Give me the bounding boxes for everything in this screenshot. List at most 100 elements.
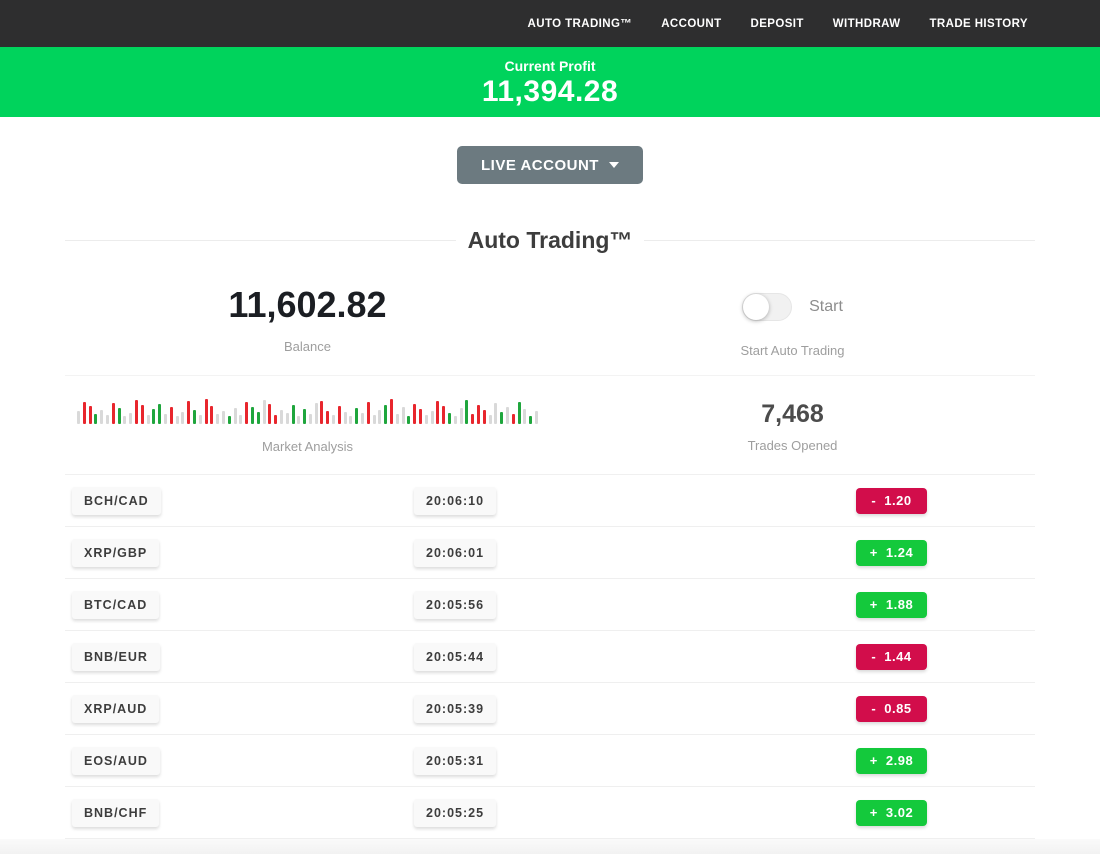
- candlestick-bar: [378, 410, 382, 424]
- candlestick-bar: [517, 402, 521, 424]
- bottom-band: [0, 839, 1100, 854]
- top-navbar: AUTO TRADING™ ACCOUNT DEPOSIT WITHDRAW T…: [0, 0, 1100, 47]
- auto-trading-block: Start Start Auto Trading: [550, 284, 1035, 358]
- result-sign: -: [871, 649, 877, 664]
- result-badge: - 1.20: [856, 487, 927, 514]
- table-row: BTC/CAD 20:05:56 + 1.88: [65, 579, 1035, 631]
- time-badge: 20:06:10: [414, 486, 497, 515]
- candlestick-bar: [471, 414, 475, 424]
- candlestick-bar: [279, 410, 283, 424]
- stats-row-market: Market Analysis 7,468 Trades Opened: [65, 376, 1035, 475]
- candlestick-bar: [291, 405, 295, 424]
- time-badge: 20:05:44: [414, 642, 497, 671]
- candlestick-bar: [117, 408, 121, 424]
- candlestick-bar: [482, 410, 486, 424]
- candlestick-bar: [111, 403, 115, 424]
- trades-opened-label: Trades Opened: [747, 438, 838, 453]
- candlestick-bar: [534, 411, 538, 424]
- candlestick-bar: [123, 416, 127, 424]
- market-analysis-label: Market Analysis: [261, 439, 354, 454]
- candlestick-bar: [268, 404, 272, 424]
- toggle-knob[interactable]: [743, 294, 770, 320]
- candlestick-bar: [477, 405, 480, 424]
- result-value: 1.20: [884, 493, 912, 508]
- candlestick-bar: [152, 409, 156, 424]
- balance-value: 11,602.82: [228, 284, 387, 325]
- current-profit-banner: Current Profit 11,394.28: [0, 47, 1100, 117]
- result-sign: -: [871, 701, 877, 716]
- stats-row-balance: 11,602.82 Balance Start Start Auto Tradi…: [65, 254, 1035, 376]
- start-auto-trading-toggle[interactable]: [742, 293, 793, 321]
- candlestick-bar: [314, 403, 318, 424]
- result-sign: +: [869, 545, 878, 560]
- start-toggle-label: Start: [809, 298, 843, 315]
- time-badge: 20:05:56: [414, 590, 497, 619]
- candlestick-bar: [337, 406, 341, 424]
- time-badge: 20:05:25: [414, 798, 497, 827]
- section-heading: Auto Trading™: [65, 227, 1035, 254]
- result-badge: + 3.02: [856, 799, 927, 826]
- candlestick-bar: [204, 399, 208, 424]
- table-row: BCH/CAD 20:06:10 - 1.20: [65, 475, 1035, 527]
- candlestick-bar: [384, 405, 388, 424]
- page-title: Auto Trading™: [467, 227, 633, 253]
- candlestick-bar: [100, 410, 104, 424]
- candlestick-bar: [372, 415, 376, 424]
- candlestick-bar: [227, 416, 231, 424]
- candlestick-bar: [82, 402, 86, 424]
- candlestick-bar: [355, 408, 359, 424]
- candlestick-bar: [320, 401, 324, 424]
- market-analysis-block: Market Analysis: [65, 395, 550, 454]
- candlestick-bar: [494, 403, 498, 424]
- pair-badge: XRP/AUD: [72, 694, 160, 723]
- candlestick-bar: [395, 414, 399, 424]
- candlestick-bar: [210, 406, 214, 424]
- nav-item-auto-trading[interactable]: AUTO TRADING™: [527, 17, 633, 30]
- balance-block: 11,602.82 Balance: [65, 284, 550, 358]
- candlestick-bar: [245, 402, 249, 424]
- result-sign: +: [869, 597, 878, 612]
- candlestick-bar: [349, 416, 353, 424]
- result-value: 1.24: [885, 545, 914, 560]
- table-row: BNB/CHF 20:05:25 + 3.02: [65, 787, 1035, 839]
- candlestick-bar: [448, 413, 452, 424]
- candlestick-bar: [529, 416, 533, 424]
- live-account-label: LIVE ACCOUNT: [481, 156, 599, 174]
- live-account-button[interactable]: LIVE ACCOUNT: [457, 146, 643, 184]
- nav-item-withdraw[interactable]: WITHDRAW: [832, 17, 901, 30]
- result-sign: -: [871, 493, 877, 508]
- candlestick-bar: [505, 407, 509, 424]
- market-analysis-chart: [77, 397, 538, 424]
- candlestick-bar: [308, 414, 312, 424]
- candlestick-bar: [436, 401, 440, 424]
- candlestick-bar: [77, 411, 81, 424]
- nav-item-account[interactable]: ACCOUNT: [661, 17, 722, 30]
- nav-item-deposit[interactable]: DEPOSIT: [750, 17, 804, 30]
- result-badge: - 1.44: [856, 643, 927, 670]
- candlestick-bar: [413, 404, 417, 424]
- candlestick-bar: [146, 415, 150, 424]
- pair-badge: BTC/CAD: [72, 590, 160, 619]
- result-value: 3.02: [885, 805, 914, 820]
- candlestick-bar: [465, 400, 469, 424]
- candlestick-bar: [361, 413, 365, 424]
- candlestick-bar: [187, 401, 191, 424]
- result-badge: + 1.88: [856, 591, 927, 618]
- table-row: XRP/GBP 20:06:01 + 1.24: [65, 527, 1035, 579]
- chevron-down-icon: [608, 162, 619, 168]
- candlestick-bar: [523, 409, 527, 424]
- candlestick-bar: [239, 415, 243, 424]
- candlestick-bar: [343, 412, 347, 424]
- nav-item-trade-history[interactable]: TRADE HISTORY: [929, 17, 1028, 30]
- candlestick-bar: [106, 415, 109, 424]
- result-value: 1.88: [885, 597, 914, 612]
- current-profit-label: Current Profit: [504, 57, 596, 74]
- candlestick-bar: [94, 414, 98, 424]
- candlestick-bar: [366, 402, 370, 424]
- candlestick-bar: [390, 399, 394, 424]
- result-value: 2.98: [885, 753, 914, 768]
- candlestick-bar: [233, 408, 237, 424]
- candlestick-bar: [303, 409, 307, 424]
- candlestick-bar: [424, 415, 428, 424]
- candlestick-bar: [221, 411, 225, 424]
